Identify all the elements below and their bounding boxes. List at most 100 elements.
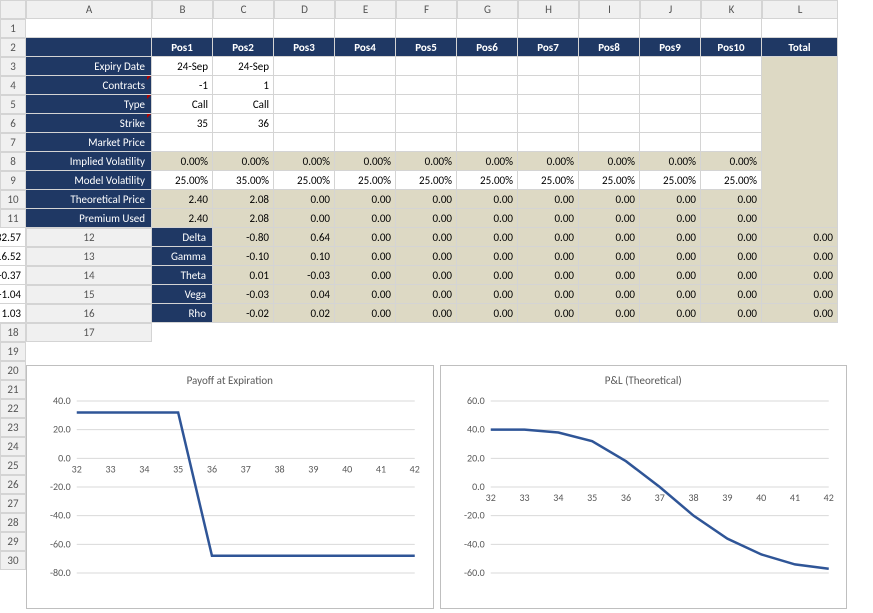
data-cell[interactable]: Call: [152, 95, 213, 114]
col-header-H[interactable]: H: [518, 0, 579, 19]
data-cell[interactable]: 35.00%: [213, 171, 274, 190]
data-cell[interactable]: 0.00: [457, 304, 518, 323]
col-header-L[interactable]: L: [762, 0, 838, 19]
data-cell[interactable]: [274, 76, 335, 95]
row-header-20[interactable]: 20: [0, 361, 26, 380]
row-header-7[interactable]: 7: [0, 133, 26, 152]
row-header-26[interactable]: 26: [0, 475, 26, 494]
data-cell[interactable]: 0.00: [518, 247, 579, 266]
data-cell[interactable]: 0.00%: [640, 152, 701, 171]
data-cell[interactable]: 0.00: [396, 304, 457, 323]
col-header-A[interactable]: A: [26, 0, 152, 19]
data-cell[interactable]: [457, 76, 518, 95]
data-cell[interactable]: [518, 95, 579, 114]
row-header-6[interactable]: 6: [0, 114, 26, 133]
data-cell[interactable]: 0.00: [518, 228, 579, 247]
data-cell[interactable]: [701, 76, 762, 95]
data-cell[interactable]: [396, 57, 457, 76]
data-cell[interactable]: 2.08: [213, 190, 274, 209]
data-cell[interactable]: 0.00: [701, 247, 762, 266]
data-cell[interactable]: 24-Sep: [213, 57, 274, 76]
data-cell[interactable]: 0.00: [701, 266, 762, 285]
row-header-23[interactable]: 23: [0, 418, 26, 437]
data-cell[interactable]: [396, 95, 457, 114]
data-cell[interactable]: 25.00%: [396, 171, 457, 190]
data-cell[interactable]: 0.00: [762, 304, 838, 323]
data-cell[interactable]: Call: [213, 95, 274, 114]
data-cell[interactable]: 0.00: [518, 266, 579, 285]
data-cell[interactable]: 0.00: [640, 247, 701, 266]
data-cell[interactable]: 0.00: [762, 247, 838, 266]
data-cell[interactable]: 24-Sep: [152, 57, 213, 76]
col-header-D[interactable]: D: [274, 0, 335, 19]
data-cell[interactable]: 0.00: [396, 247, 457, 266]
data-cell[interactable]: 0.00: [457, 190, 518, 209]
data-cell[interactable]: 0.00: [579, 304, 640, 323]
data-cell[interactable]: -1: [152, 76, 213, 95]
row-header-10[interactable]: 10: [0, 190, 26, 209]
data-cell[interactable]: [640, 133, 701, 152]
data-cell[interactable]: 0.00%: [396, 152, 457, 171]
row-header-21[interactable]: 21: [0, 380, 26, 399]
data-cell[interactable]: 0.00%: [213, 152, 274, 171]
row-header-9[interactable]: 9: [0, 171, 26, 190]
data-cell[interactable]: [274, 95, 335, 114]
data-cell[interactable]: [396, 133, 457, 152]
row-header-29[interactable]: 29: [0, 532, 26, 551]
col-header-I[interactable]: I: [579, 0, 640, 19]
data-cell[interactable]: -0.03: [274, 266, 335, 285]
data-cell[interactable]: [579, 57, 640, 76]
data-cell[interactable]: [213, 133, 274, 152]
data-cell[interactable]: 35: [152, 114, 213, 133]
data-cell[interactable]: 0.00: [640, 304, 701, 323]
data-cell[interactable]: 0.02: [274, 304, 335, 323]
data-cell[interactable]: [335, 133, 396, 152]
data-cell[interactable]: 0.00: [579, 247, 640, 266]
row-header-19[interactable]: 19: [0, 342, 26, 361]
data-cell[interactable]: 0.00: [701, 209, 762, 228]
data-cell[interactable]: 0.00: [457, 266, 518, 285]
data-cell[interactable]: [335, 114, 396, 133]
data-cell[interactable]: 0.10: [274, 247, 335, 266]
col-header-C[interactable]: C: [213, 0, 274, 19]
data-cell[interactable]: [457, 95, 518, 114]
data-cell[interactable]: 0.00: [335, 247, 396, 266]
data-cell[interactable]: -0.03: [213, 285, 274, 304]
data-cell[interactable]: [579, 95, 640, 114]
data-cell[interactable]: -0.02: [213, 304, 274, 323]
data-cell[interactable]: [579, 133, 640, 152]
data-cell[interactable]: [701, 57, 762, 76]
data-cell[interactable]: [579, 76, 640, 95]
data-cell[interactable]: 25.00%: [640, 171, 701, 190]
row-header-1[interactable]: 1: [0, 19, 26, 38]
data-cell[interactable]: 0.00%: [457, 152, 518, 171]
data-cell[interactable]: 25.00%: [518, 171, 579, 190]
data-cell[interactable]: 25.00%: [274, 171, 335, 190]
data-cell[interactable]: -0.80: [213, 228, 274, 247]
data-cell[interactable]: [701, 114, 762, 133]
data-cell[interactable]: 0.00: [579, 209, 640, 228]
data-cell[interactable]: 0.00: [762, 228, 838, 247]
row-header-17[interactable]: 17: [26, 323, 152, 342]
row-header-30[interactable]: 30: [0, 551, 26, 570]
col-header-J[interactable]: J: [640, 0, 701, 19]
col-header-E[interactable]: E: [335, 0, 396, 19]
data-cell[interactable]: 0.00: [457, 228, 518, 247]
data-cell[interactable]: 0.01: [213, 266, 274, 285]
row-header-8[interactable]: 8: [0, 152, 26, 171]
data-cell[interactable]: [640, 114, 701, 133]
row-header-12[interactable]: 12: [26, 228, 152, 247]
data-cell[interactable]: 25.00%: [701, 171, 762, 190]
data-cell[interactable]: 0.04: [274, 285, 335, 304]
data-cell[interactable]: 0.00: [457, 209, 518, 228]
data-cell[interactable]: [396, 76, 457, 95]
data-cell[interactable]: 0.00: [701, 304, 762, 323]
data-cell[interactable]: [518, 114, 579, 133]
row-header-25[interactable]: 25: [0, 456, 26, 475]
data-cell[interactable]: 0.00: [457, 247, 518, 266]
data-cell[interactable]: 0.00: [335, 228, 396, 247]
data-cell[interactable]: 0.00: [579, 285, 640, 304]
data-cell[interactable]: 0.00: [701, 228, 762, 247]
data-cell[interactable]: [518, 76, 579, 95]
data-cell[interactable]: [274, 57, 335, 76]
